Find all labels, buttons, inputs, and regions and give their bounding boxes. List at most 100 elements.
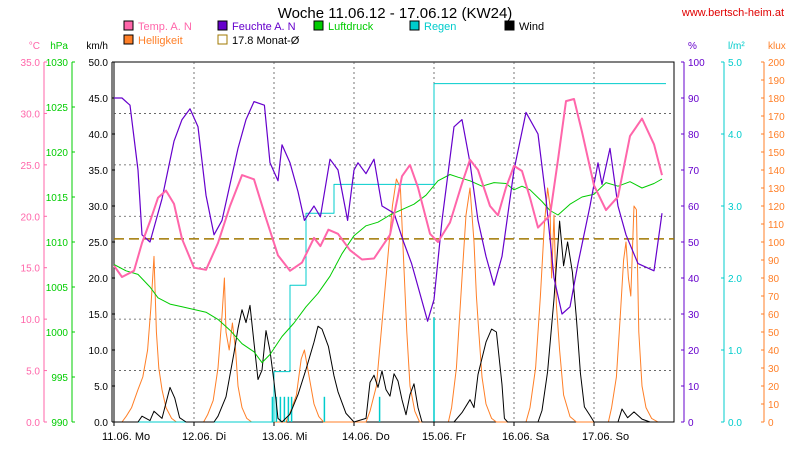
hum-tick-label: 10: [688, 382, 700, 393]
rain-tick-label: 0.0: [728, 418, 742, 429]
rain-tick-label: 1.0: [728, 346, 742, 357]
press-tick-label: 1025: [46, 103, 69, 114]
hum-tick-label: 0: [688, 418, 694, 429]
lux-tick-label: 20: [768, 382, 780, 393]
temp-tick-label: 0.0: [26, 418, 40, 429]
wind-axis-unit: km/h: [86, 41, 108, 52]
lux-tick-label: 10: [768, 400, 780, 411]
lux-tick-label: 130: [768, 184, 785, 195]
temp-tick-label: 35.0: [21, 58, 41, 69]
wind-tick-label: 5.0: [94, 382, 108, 393]
lux-tick-label: 50: [768, 328, 780, 339]
hum-tick-label: 40: [688, 274, 700, 285]
temp-tick-label: 5.0: [26, 367, 40, 378]
grid: [114, 62, 674, 422]
press-tick-label: 1005: [46, 283, 69, 294]
lux-tick-label: 160: [768, 130, 785, 141]
press-tick-label: 1015: [46, 193, 69, 204]
legend-swatch: [409, 20, 420, 31]
rain-tick-label: 2.0: [728, 274, 742, 285]
wind-tick-label: 20.0: [89, 274, 109, 285]
plot-area: [113, 83, 674, 423]
temp-tick-label: 15.0: [21, 264, 41, 275]
x-tick-label: 12.06. Di: [182, 431, 226, 443]
legend-label: Luftdruck: [328, 21, 374, 33]
legend-label: Temp. A. N: [138, 21, 192, 33]
hum-tick-label: 30: [688, 310, 700, 321]
rain-tick-label: 3.0: [728, 202, 742, 213]
series-line-press: [113, 174, 663, 364]
plot-frame: [113, 61, 675, 423]
hum-tick-label: 50: [688, 238, 700, 249]
press-tick-label: 1020: [46, 148, 69, 159]
lux-tick-label: 140: [768, 166, 785, 177]
wind-tick-label: 0.0: [94, 418, 108, 429]
lux-tick-label: 100: [768, 238, 785, 249]
lux-tick-label: 40: [768, 346, 780, 357]
legend-swatch: [123, 20, 134, 31]
legend-swatch: [504, 20, 515, 31]
wind-tick-label: 35.0: [89, 166, 109, 177]
axes: °C 0.0 5.0 10.0 15.0 20.0 25.0 30.0 35.0 hPa 990 99…: [21, 41, 786, 429]
site-url-link[interactable]: www.bertsch-heim.at: [681, 7, 784, 19]
press-tick-label: 1010: [46, 238, 69, 249]
temp-tick-label: 25.0: [21, 161, 41, 172]
legend-swatch: [123, 34, 134, 45]
lux-tick-label: 60: [768, 310, 780, 321]
lux-tick-label: 170: [768, 112, 785, 123]
chart-title: Woche 11.06.12 - 17.06.12 (KW24): [277, 5, 513, 22]
lux-tick-label: 30: [768, 364, 780, 375]
legend-label: Feuchte A. N: [232, 21, 296, 33]
legend-swatch: [217, 20, 228, 31]
rain-tick-label: 5.0: [728, 58, 742, 69]
x-tick-label: 15.06. Fr: [422, 431, 466, 443]
rain-tick-label: 4.0: [728, 130, 742, 141]
legend-label: Helligkeit: [138, 35, 183, 47]
hum-tick-label: 90: [688, 94, 700, 105]
series-line-hum: [114, 97, 663, 322]
lux-tick-label: 200: [768, 58, 785, 69]
hum-tick-label: 70: [688, 166, 700, 177]
temp-tick-label: 20.0: [21, 212, 41, 223]
series-line-wind: [114, 220, 666, 423]
lux-tick-label: 120: [768, 202, 785, 213]
series-line-lux: [114, 178, 666, 423]
hum-axis-unit: %: [688, 41, 697, 52]
lux-tick-label: 70: [768, 292, 780, 303]
wind-tick-label: 50.0: [89, 58, 109, 69]
lux-tick-label: 150: [768, 148, 785, 159]
lux-tick-label: 90: [768, 256, 780, 267]
legend-label: 17.8 Monat-Ø: [232, 35, 300, 47]
wind-tick-label: 40.0: [89, 130, 109, 141]
temp-tick-label: 30.0: [21, 109, 41, 120]
lux-tick-label: 190: [768, 76, 785, 87]
wind-tick-label: 30.0: [89, 202, 109, 213]
lux-axis-unit: klux: [768, 41, 786, 52]
wind-tick-label: 45.0: [89, 94, 109, 105]
lux-tick-label: 180: [768, 94, 785, 105]
temp-axis-unit: °C: [29, 41, 40, 52]
press-tick-label: 995: [51, 373, 68, 384]
legend-label: Regen: [424, 21, 456, 33]
x-tick-label: 11.06. Mo: [102, 431, 150, 443]
x-tick-label: 17.06. So: [582, 431, 629, 443]
legend-swatch: [313, 20, 324, 31]
hum-tick-label: 20: [688, 346, 700, 357]
temp-tick-label: 10.0: [21, 315, 41, 326]
legend-label: Wind: [519, 21, 544, 33]
hum-tick-label: 80: [688, 130, 700, 141]
lux-tick-label: 80: [768, 274, 780, 285]
legend-swatch: [217, 34, 228, 45]
wind-tick-label: 15.0: [89, 310, 109, 321]
press-tick-label: 990: [51, 418, 68, 429]
hum-tick-label: 60: [688, 202, 700, 213]
wind-tick-label: 10.0: [89, 346, 109, 357]
press-tick-label: 1030: [46, 58, 69, 69]
x-tick-label: 16.06. Sa: [502, 431, 550, 443]
legend: Temp. A. N Feuchte A. N Luftdruck Regen Wind…: [123, 20, 544, 47]
rain-axis-unit: l/m²: [728, 41, 745, 52]
lux-tick-label: 110: [768, 220, 784, 231]
press-tick-label: 1000: [46, 328, 69, 339]
x-tick-label: 14.06. Do: [342, 431, 390, 443]
